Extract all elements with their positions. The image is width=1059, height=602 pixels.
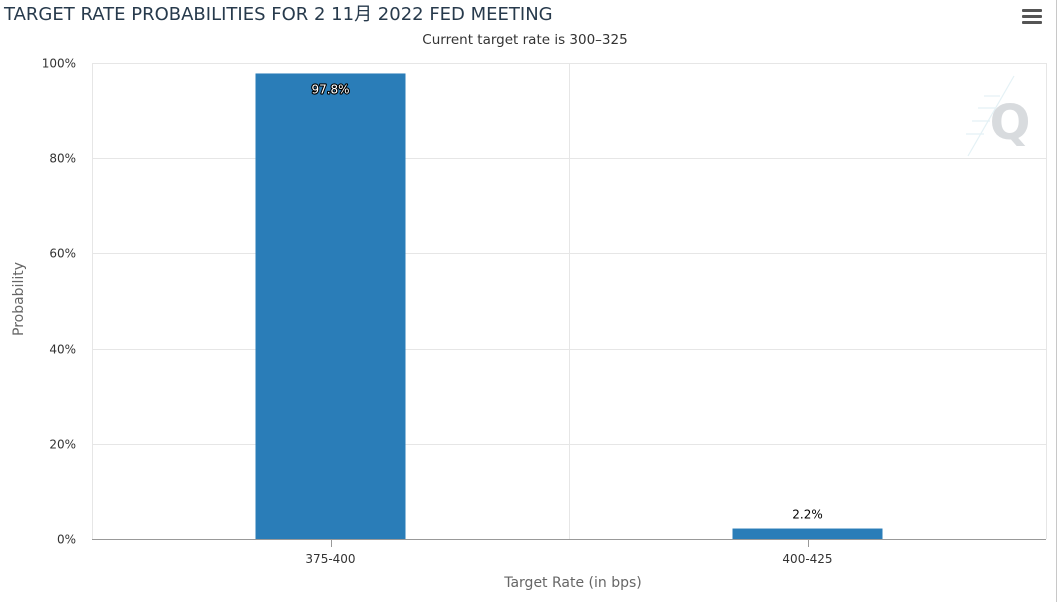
- y-tick-label: 20%: [49, 438, 76, 452]
- chart-frame-border: [1056, 0, 1057, 602]
- bars-layer: [255, 73, 883, 540]
- y-tick-label: 0%: [57, 533, 76, 547]
- y-tick-label: 40%: [49, 343, 76, 357]
- menu-bar-line: [1022, 9, 1042, 12]
- hamburger-menu-icon[interactable]: [1018, 4, 1046, 28]
- menu-bar-line: [1022, 21, 1042, 24]
- x-axis-title: Target Rate (in bps): [503, 575, 642, 591]
- y-tick-label: 80%: [49, 152, 76, 166]
- menu-bar-line: [1022, 15, 1042, 18]
- y-tick-label: 60%: [49, 247, 76, 261]
- labels-layer: 97.8% 2.2%: [310, 81, 824, 522]
- grid-layer: [92, 63, 1047, 539]
- y-axis-title: Probability: [11, 262, 27, 336]
- data-label: 2.2%: [792, 508, 823, 522]
- bar: [255, 73, 406, 540]
- x-tick-label: 400-425: [782, 552, 832, 566]
- bar: [732, 528, 883, 539]
- y-tick-label: 100%: [42, 57, 76, 71]
- chart-title: TARGET RATE PROBABILITIES FOR 2 11月 2022…: [4, 4, 553, 25]
- x-tick-label: 375-400: [305, 552, 355, 566]
- svg-text:Q: Q: [990, 95, 1031, 151]
- axis-layer: 0% 20% 40% 60% 80% 100% 375-400 400-425 Target R…: [11, 57, 1046, 591]
- chart-subtitle: Current target rate is 300–325: [422, 32, 628, 48]
- q-logo-icon: Q: [966, 75, 1031, 157]
- data-label: 97.8%: [311, 82, 349, 96]
